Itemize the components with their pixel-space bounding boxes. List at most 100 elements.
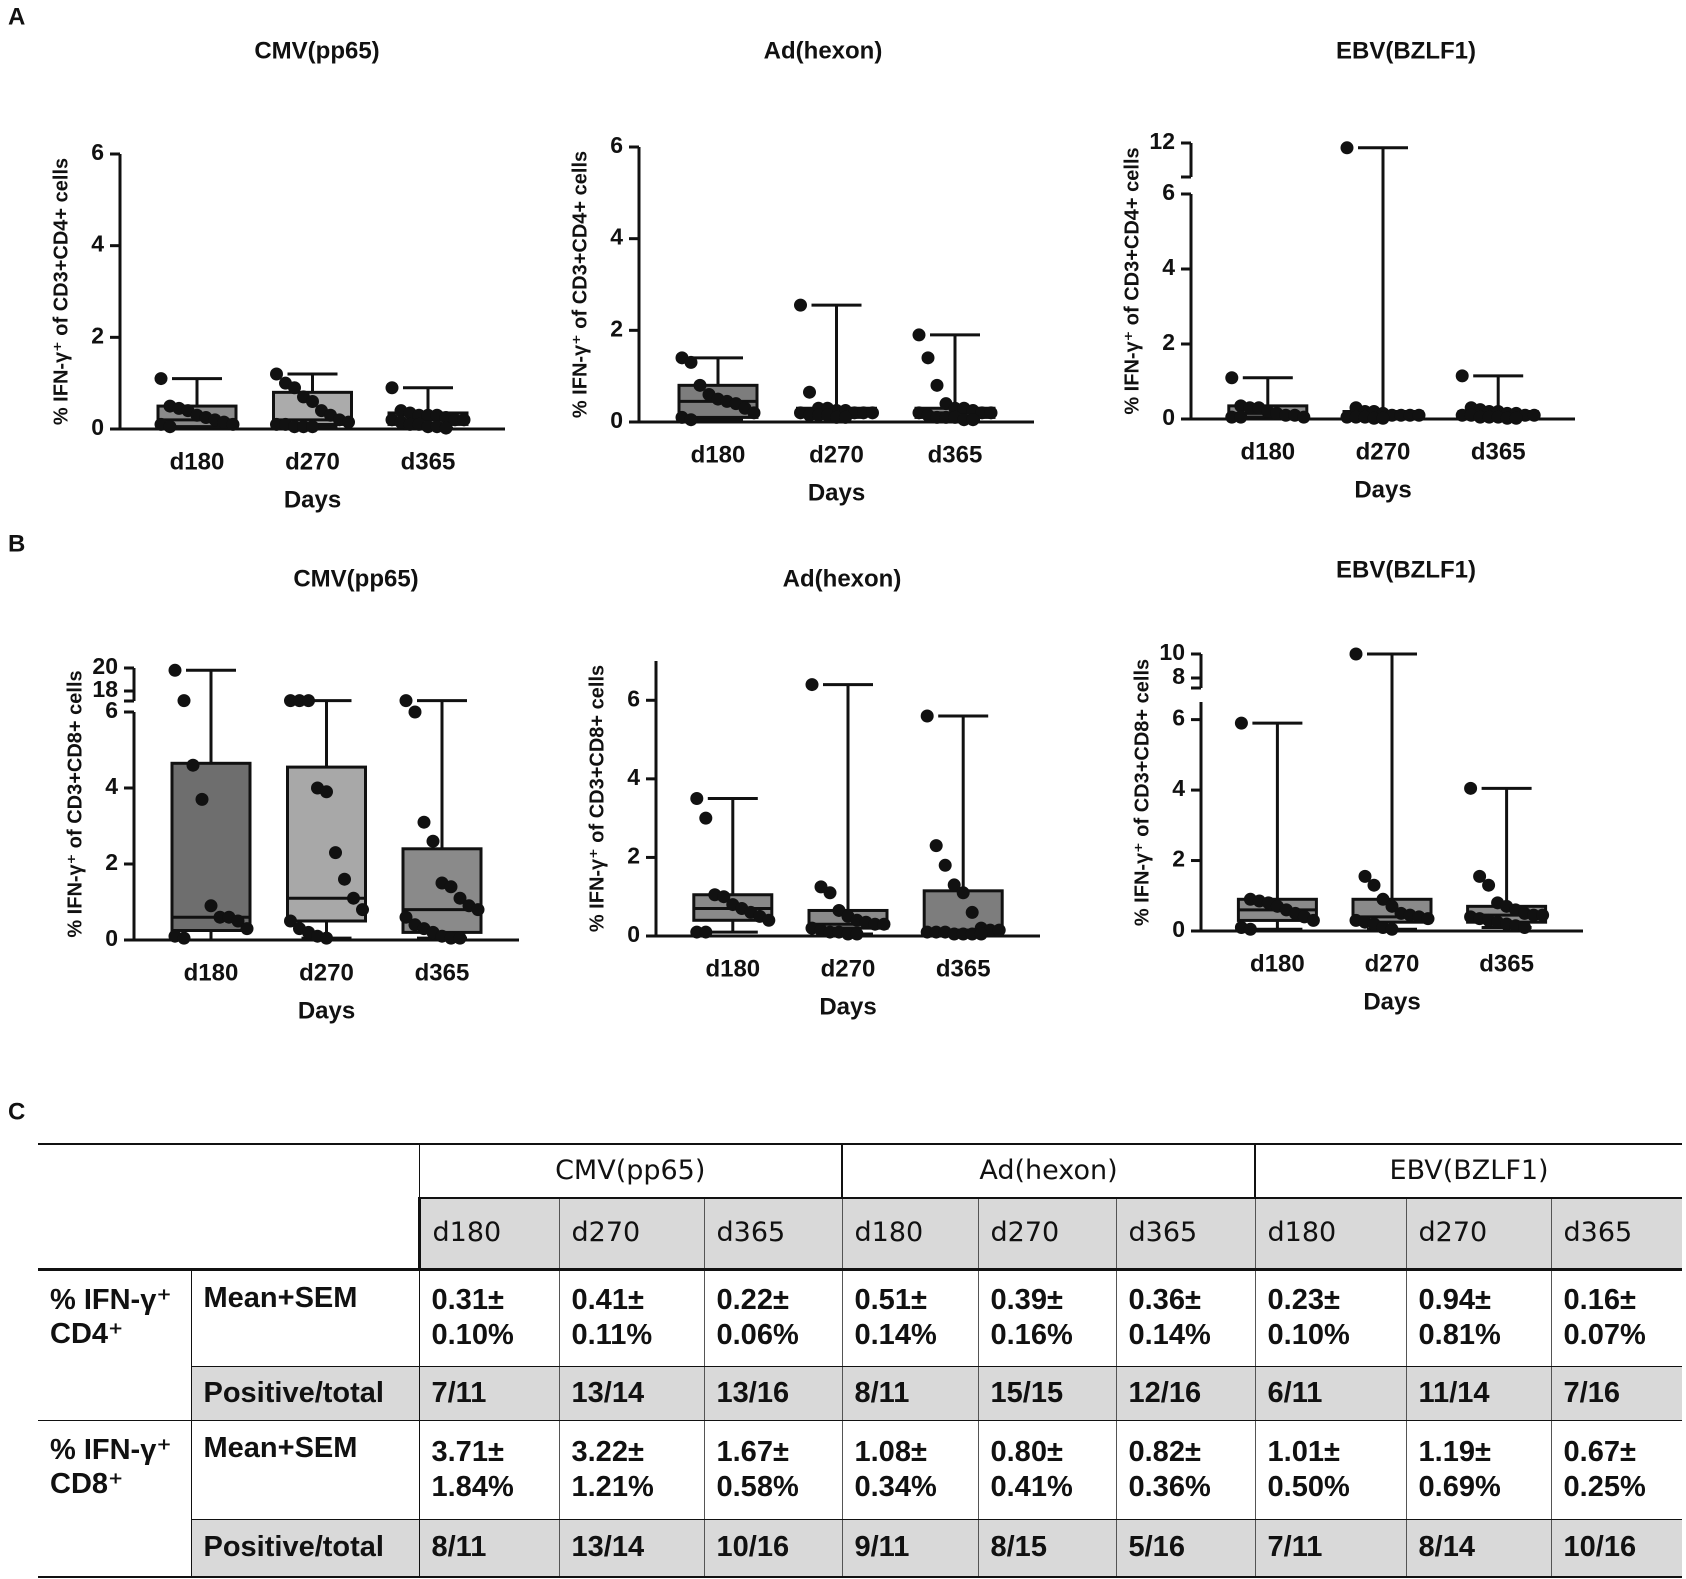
day-header: d270 — [1405, 1198, 1552, 1271]
data-point — [1358, 869, 1372, 883]
data-point — [385, 381, 399, 395]
data-point — [177, 694, 191, 708]
data-point — [805, 678, 819, 692]
data-point — [403, 417, 417, 431]
chart-title: EBV(BZLF1) — [1336, 556, 1476, 583]
data-point — [213, 910, 227, 924]
y-tick-label: 6 — [1172, 705, 1185, 731]
data-point — [1482, 878, 1496, 892]
table-cell: 0.41± 0.11% — [558, 1269, 704, 1367]
chart-title: Ad(hexon) — [783, 565, 902, 592]
data-point — [866, 406, 879, 420]
table-cell: 13/14 — [558, 1519, 704, 1578]
data-point — [984, 406, 998, 420]
data-point — [338, 872, 351, 886]
data-point — [231, 914, 245, 928]
x-tick-label: d180 — [691, 441, 746, 468]
data-point — [965, 927, 979, 941]
data-point — [850, 927, 864, 941]
data-point — [320, 931, 333, 945]
data-point — [444, 880, 458, 894]
y-tick-label: 6 — [105, 697, 118, 723]
table-cell: 7/11 — [418, 1366, 559, 1421]
data-point — [965, 905, 979, 919]
data-point — [1403, 408, 1417, 422]
y-tick-label: 4 — [1162, 254, 1175, 280]
data-point — [684, 355, 698, 369]
data-point — [1518, 920, 1532, 934]
data-point — [1421, 912, 1435, 926]
y-tick-label: 2 — [105, 849, 118, 875]
y-tick-label: 10 — [1159, 639, 1185, 665]
metric-label: Mean+SEM — [191, 1420, 420, 1520]
y-tick-label: 0 — [627, 921, 640, 947]
data-point — [1243, 401, 1257, 415]
y-tick-label: 2 — [610, 315, 623, 341]
table-cell: 0.51± 0.14% — [841, 1269, 978, 1367]
data-point — [1234, 716, 1248, 730]
row-group-label: % IFN-γ⁺ CD4⁺ — [38, 1269, 192, 1421]
data-point — [992, 923, 1006, 937]
box — [170, 761, 252, 932]
data-point — [974, 927, 988, 941]
y-tick-label: 0 — [105, 925, 118, 951]
data-point — [439, 421, 453, 435]
data-point — [1340, 141, 1354, 155]
x-axis-label: Days — [284, 486, 341, 513]
data-point — [168, 663, 182, 677]
data-point — [1349, 647, 1363, 661]
data-point — [306, 395, 319, 408]
x-tick-label: d365 — [936, 955, 991, 982]
y-tick-label: 2 — [1172, 846, 1185, 872]
x-tick-label: d270 — [1365, 950, 1420, 977]
y-tick-label: 4 — [610, 224, 623, 250]
day-header: d180 — [1254, 1198, 1407, 1271]
table-cell: 0.82± 0.36% — [1115, 1420, 1256, 1520]
table-cell: 0.39± 0.16% — [977, 1269, 1116, 1367]
data-point — [930, 378, 944, 392]
y-tick-label: 6 — [1162, 179, 1175, 205]
data-point — [877, 917, 891, 931]
data-point — [693, 378, 707, 392]
data-point — [812, 408, 825, 422]
x-tick-label: d270 — [809, 441, 864, 468]
data-point — [1234, 410, 1248, 424]
data-point — [177, 931, 191, 945]
table-cell: 9/11 — [841, 1519, 978, 1578]
data-point — [1367, 411, 1381, 425]
table-cell: 0.80± 0.41% — [977, 1420, 1116, 1520]
data-point — [186, 758, 200, 772]
data-point — [1279, 408, 1293, 422]
table-cell: 11/14 — [1405, 1366, 1552, 1421]
data-point — [830, 410, 843, 424]
data-point — [921, 351, 935, 365]
metric-label: Positive/total — [191, 1366, 420, 1421]
group-header: Ad(hexon) — [840, 1143, 1256, 1199]
data-point — [1464, 781, 1478, 795]
y-tick-label: 6 — [627, 685, 640, 711]
data-point — [1385, 922, 1399, 936]
data-point — [956, 886, 970, 900]
data-point — [1473, 410, 1487, 424]
data-point — [929, 839, 943, 853]
y-tick-label: 0 — [1172, 916, 1185, 942]
y-axis-label: % IFN-γ⁺ of CD3+CD8+ cells — [64, 670, 86, 937]
x-axis-label: Days — [298, 997, 355, 1024]
table-cell: 13/16 — [703, 1366, 842, 1421]
group-header: EBV(BZLF1) — [1254, 1143, 1683, 1199]
data-point — [471, 903, 485, 917]
data-row: Positive/total 7/11 13/14 13/16 8/11 15/15 12/… — [38, 1366, 1683, 1421]
data-point — [1455, 369, 1469, 383]
data-point — [939, 410, 953, 424]
group-row: CMV(pp65) Ad(hexon) EBV(BZLF1) — [38, 1143, 1683, 1199]
data-point — [947, 927, 961, 941]
data-point — [1509, 411, 1523, 425]
data-point — [699, 811, 713, 825]
data-point — [195, 792, 209, 806]
data-point — [794, 298, 807, 312]
data-point — [426, 834, 440, 848]
data-point — [1412, 408, 1426, 422]
y-tick-label: 2 — [627, 843, 640, 869]
data-point — [823, 925, 837, 939]
data-point — [1536, 908, 1550, 922]
